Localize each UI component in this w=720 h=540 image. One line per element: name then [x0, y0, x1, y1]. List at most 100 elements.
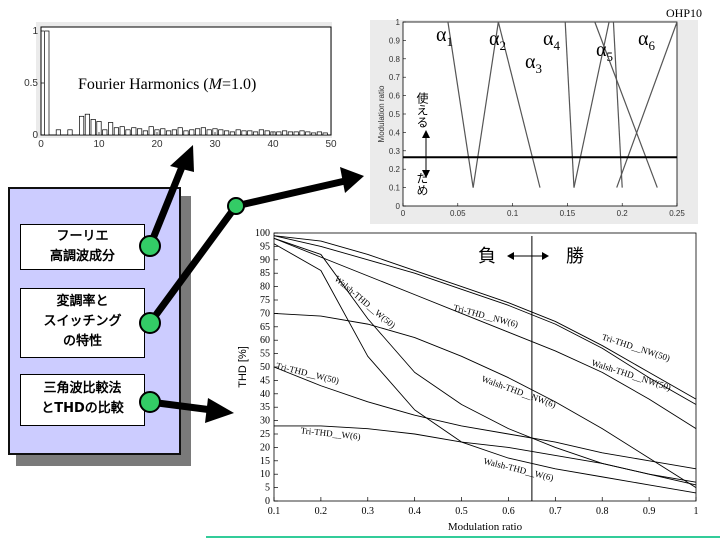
modulation-box[interactable]: 変調率と スイッチング の特性 [20, 288, 145, 358]
thd-xtick-label: 0.8 [596, 506, 609, 517]
thd-ytick-label: 100 [255, 228, 270, 239]
switching-angle-line [573, 21, 610, 188]
thd-xtick-label: 0.7 [549, 506, 562, 517]
thd-ytick-label: 65 [260, 322, 270, 333]
switching-xtick-label: 0.15 [560, 209, 576, 218]
thd-xtick-label: 0.3 [362, 506, 375, 517]
connector-fourier-arrowhead [170, 145, 194, 172]
connector-fourier-line [146, 160, 188, 248]
fourier-xtick-label: 20 [151, 139, 163, 150]
alpha-label-1: α1 [436, 24, 453, 49]
harmonic-bar [293, 131, 299, 136]
switching-plot-frame [402, 21, 678, 207]
thd-ytick-label: 25 [260, 429, 270, 440]
harmonic-bar [102, 129, 108, 136]
harmonic-bar [44, 30, 50, 136]
harmonic-bar [131, 127, 137, 136]
harmonic-bar [253, 131, 259, 136]
switching-xtick-label: 0 [401, 209, 406, 218]
thd-ytick-label: 10 [260, 469, 270, 480]
harmonic-bar [171, 129, 177, 136]
harmonic-bar [113, 127, 119, 136]
thd-series-line [273, 243, 697, 494]
harmonic-bar [311, 132, 317, 136]
fourier-ytick-label: 0.5 [24, 78, 38, 89]
harmonic-bar [224, 130, 230, 136]
harmonic-bar [119, 126, 125, 136]
alpha-label-3: α3 [525, 51, 542, 76]
connector-fourier [139, 145, 194, 257]
connector-compare [139, 391, 234, 423]
thd-xlabel: Modulation ratio [448, 521, 523, 533]
arrowhead-left [507, 252, 514, 260]
alpha-label-2: α2 [489, 28, 506, 53]
harmonic-bar [177, 127, 183, 136]
thd-xtick-label: 0.5 [455, 506, 468, 517]
modulation-box-line2: スイッチング [43, 314, 122, 329]
slide-number: OHP10 [666, 6, 703, 20]
switching-ylabel: Modulation ratio [377, 85, 386, 142]
thd-series-line [273, 366, 697, 470]
arrowhead-up [422, 130, 430, 138]
fourier-box-line1: フーリエ [56, 229, 109, 244]
thd-series-line [273, 312, 697, 488]
compare-box[interactable]: 三角波比較法 とTHDの比較 [20, 374, 145, 426]
thd-ylabel: THD [%] [237, 346, 249, 388]
harmonic-bar [137, 128, 143, 136]
thd-series-line [273, 237, 697, 430]
label-win: 勝 [566, 246, 584, 267]
harmonic-bar [67, 129, 73, 136]
switching-chart: 0 0.05 0.1 0.15 0.2 0.25 0 0.1 0.2 0.3 0.4 0.5 0.6 0… [370, 18, 698, 224]
harmonic-bar [235, 129, 241, 136]
switching-xtick-label: 0.1 [507, 209, 519, 218]
switching-ytick-label: 0.6 [389, 92, 401, 101]
thd-ytick-label: 85 [260, 268, 270, 279]
harmonic-bar [258, 129, 264, 136]
connector-bend-dot [227, 197, 245, 215]
harmonic-bar [247, 130, 253, 136]
switching-angle-line [472, 21, 499, 188]
thd-xtick-label: 0.2 [315, 506, 328, 517]
thd-xtick-label: 0.4 [408, 506, 421, 517]
connector-modulation-arrowhead [340, 167, 364, 193]
alpha-label-5: α5 [596, 39, 613, 64]
switching-ytick-label: 0.4 [389, 128, 401, 137]
arrowhead-down [422, 170, 430, 178]
harmonic-bar [229, 131, 235, 136]
thd-series-line [273, 235, 697, 400]
harmonic-bar [241, 130, 247, 136]
switching-angle-line [616, 21, 678, 188]
harmonic-bar [90, 119, 96, 136]
harmonic-bar [200, 127, 206, 136]
thd-ytick-label: 90 [260, 255, 270, 266]
harmonic-bar [142, 130, 148, 136]
thd-ytick-label: 20 [260, 442, 270, 453]
switching-ytick-label: 0 [396, 202, 401, 211]
harmonic-bar [316, 131, 322, 136]
harmonic-bar [218, 129, 224, 136]
switching-ytick-label: 0.2 [389, 165, 401, 174]
thd-ytick-label: 35 [260, 402, 270, 413]
thd-ytick-label: 70 [260, 308, 270, 319]
alpha-label-6: α6 [638, 28, 655, 53]
harmonic-bar [287, 131, 293, 136]
thd-xtick-label: 0.6 [502, 506, 515, 517]
fourier-box-line2: 高調波成分 [49, 249, 115, 264]
fourier-xtick-label: 10 [93, 139, 105, 150]
thd-ytick-label: 95 [260, 241, 270, 252]
harmonic-bar [79, 115, 85, 136]
fourier-ytick-label: 1 [32, 26, 38, 37]
fourier-ytick-label: 0 [32, 130, 38, 141]
modulation-box-line3: の特性 [62, 334, 102, 349]
thd-ytick-label: 50 [260, 362, 270, 373]
thd-ytick-label: 40 [260, 389, 270, 400]
label-usable: 使える [415, 91, 429, 128]
fourier-xtick-label: 50 [325, 139, 337, 150]
switching-ytick-label: 0.3 [389, 147, 401, 156]
fourier-chart: 0 10 20 30 40 50 0 0.5 1 Fourier Harmonics (M=1… [24, 22, 337, 150]
thd-series-line [273, 235, 697, 405]
thd-ytick-label: 75 [260, 295, 270, 306]
switching-angle-line [564, 21, 575, 188]
switching-ytick-label: 0.1 [389, 184, 401, 193]
